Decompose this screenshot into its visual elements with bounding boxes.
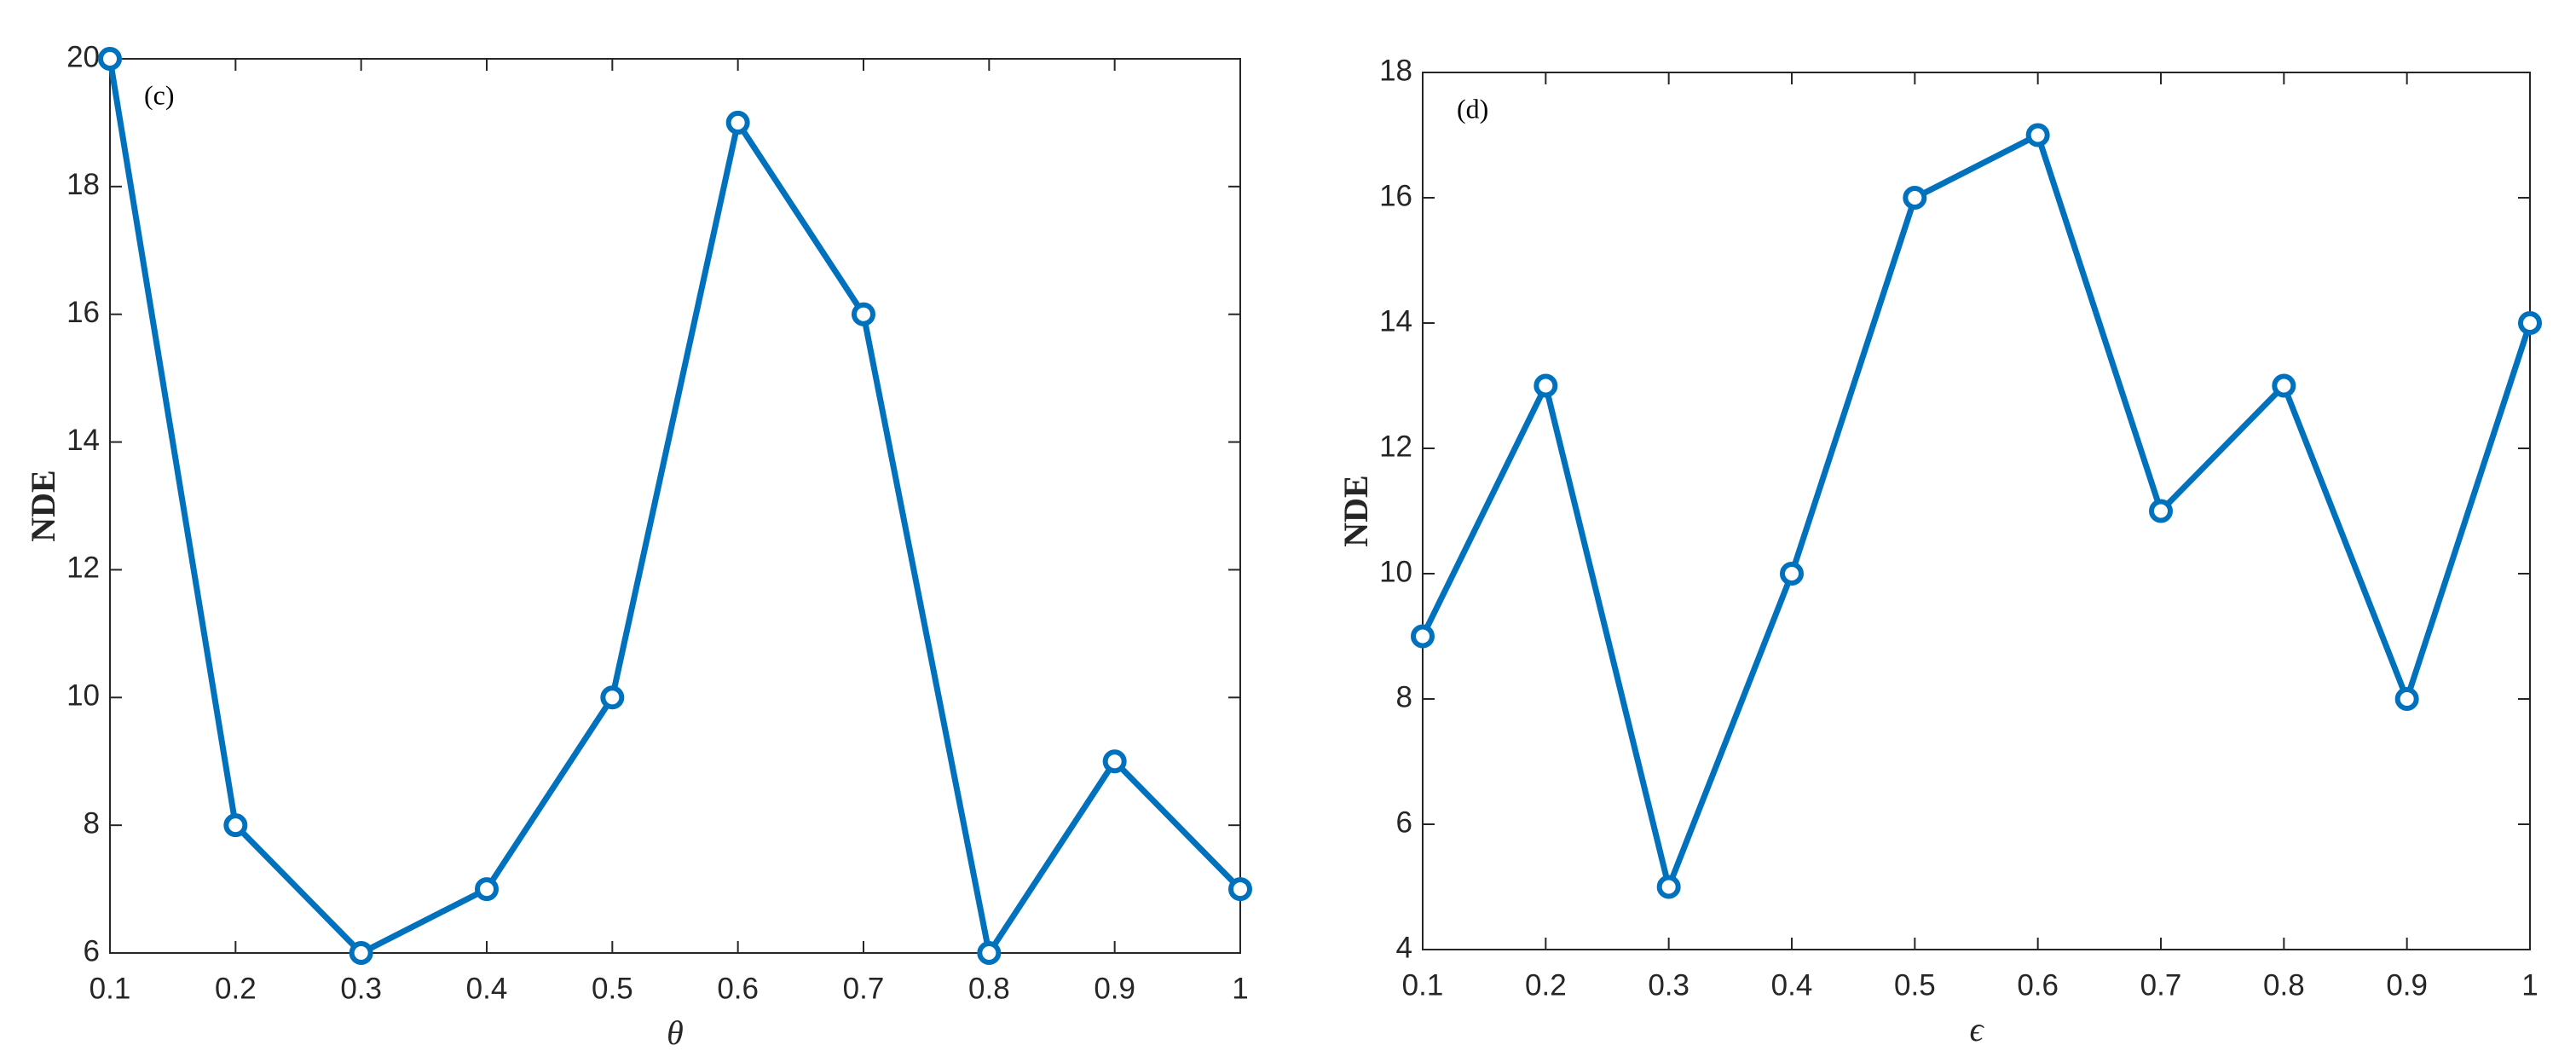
- y-axis-label: NDE: [1337, 475, 1375, 546]
- data-point: [2394, 687, 2419, 711]
- x-tick-label: 0.3: [1648, 968, 1689, 1002]
- x-tick-label: 0.5: [592, 972, 633, 1005]
- x-tick-label: 0.9: [2386, 968, 2428, 1002]
- data-point: [475, 877, 499, 902]
- data-point: [2149, 499, 2173, 523]
- data-point: [852, 302, 875, 326]
- y-tick-label: 16: [66, 296, 100, 329]
- x-tick-label: 1: [2521, 968, 2538, 1002]
- annotation: (c): [144, 79, 175, 110]
- y-tick-label: 16: [1379, 179, 1412, 212]
- data-point: [1656, 875, 1681, 899]
- y-tick-label: 4: [1396, 931, 1412, 964]
- data-point: [1228, 877, 1252, 902]
- x-tick-label: 0.8: [968, 972, 1010, 1005]
- y-tick-label: 6: [84, 934, 100, 967]
- data-point: [1102, 749, 1127, 774]
- y-tick-label: 18: [66, 168, 100, 201]
- y-axis-label: NDE: [24, 470, 62, 541]
- y-tick-label: 12: [1379, 430, 1412, 463]
- x-tick-label: 0.9: [1094, 972, 1135, 1005]
- y-tick-label: 18: [1379, 54, 1412, 87]
- axes-box: [1422, 72, 2531, 950]
- data-point: [223, 813, 248, 838]
- y-tick-label: 20: [66, 40, 100, 73]
- data-line: [107, 58, 1243, 956]
- x-tick-label: 0.7: [843, 972, 885, 1005]
- y-tick-label: 8: [84, 806, 100, 840]
- y-tick-label: 10: [1379, 555, 1412, 588]
- data-point: [2518, 311, 2542, 335]
- data-point: [98, 47, 122, 71]
- y-tick-label: 8: [1396, 680, 1412, 713]
- y-tick-label: 12: [66, 551, 100, 585]
- data-point: [1780, 562, 1804, 586]
- y-tick-label: 14: [1379, 304, 1412, 338]
- x-tick-label: 0.1: [90, 972, 131, 1005]
- data-point: [2025, 123, 2050, 147]
- data-point: [349, 941, 373, 965]
- annotation: (d): [1457, 93, 1488, 124]
- y-tick-label: 6: [1396, 806, 1412, 839]
- data-point: [725, 110, 750, 135]
- x-tick-label: 1: [1232, 972, 1248, 1005]
- x-tick-label: 0.6: [717, 972, 759, 1005]
- y-tick-label: 10: [66, 679, 100, 713]
- x-tick-label: 0.1: [1402, 968, 1444, 1002]
- data-point: [2272, 373, 2296, 398]
- data-line: [1419, 132, 2533, 890]
- x-tick-label: 0.8: [2263, 968, 2305, 1002]
- x-tick-label: 0.5: [1894, 968, 1936, 1002]
- x-axis-label: ϵ: [1969, 1010, 1984, 1048]
- x-tick-label: 0.4: [1771, 968, 1813, 1002]
- x-axis-label: θ: [667, 1013, 684, 1051]
- data-point: [977, 941, 1002, 965]
- x-tick-label: 0.4: [466, 972, 508, 1005]
- data-point: [1903, 186, 1927, 210]
- data-point: [600, 685, 625, 710]
- x-tick-label: 0.7: [2140, 968, 2182, 1002]
- data-point: [1533, 373, 1558, 398]
- x-tick-label: 0.2: [1525, 968, 1567, 1002]
- x-tick-label: 0.6: [2017, 968, 2059, 1002]
- y-tick-label: 14: [66, 424, 100, 457]
- data-point: [1411, 624, 1435, 649]
- axes-box: [109, 58, 1241, 954]
- x-tick-label: 0.3: [340, 972, 382, 1005]
- x-tick-label: 0.2: [215, 972, 257, 1005]
